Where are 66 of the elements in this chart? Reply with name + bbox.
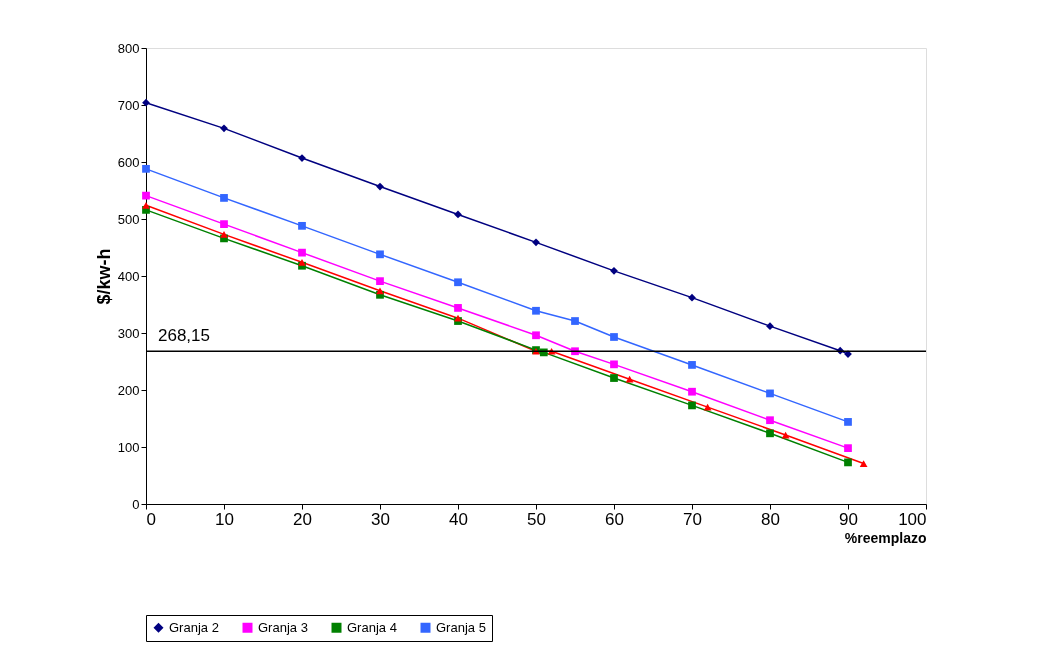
x-tick-label: 50 bbox=[527, 509, 546, 529]
point bbox=[688, 361, 696, 369]
point bbox=[454, 278, 462, 287]
point bbox=[454, 304, 462, 312]
y-tick-label: 500 bbox=[117, 211, 140, 227]
point bbox=[610, 360, 618, 369]
point bbox=[142, 201, 150, 209]
point bbox=[142, 164, 150, 173]
x-tick-label: 30 bbox=[371, 509, 390, 529]
point bbox=[844, 418, 852, 426]
point bbox=[571, 317, 579, 325]
x-tick-label: 100 bbox=[898, 509, 927, 529]
point bbox=[142, 191, 150, 200]
x-tick-label: 90 bbox=[839, 509, 858, 529]
point bbox=[844, 444, 852, 453]
point bbox=[766, 429, 774, 438]
y-tick-label: 300 bbox=[117, 325, 140, 341]
y-tick-label: 800 bbox=[117, 40, 140, 56]
point bbox=[220, 194, 228, 202]
legend-label: Granja 2 bbox=[169, 619, 219, 635]
point bbox=[766, 389, 774, 398]
x-tick-label: 20 bbox=[293, 509, 312, 529]
y-tick-label: 0 bbox=[132, 496, 140, 512]
y-tick-label: 600 bbox=[117, 154, 140, 170]
point bbox=[142, 98, 150, 107]
x-tick-label: 60 bbox=[605, 509, 624, 529]
point bbox=[298, 258, 306, 266]
y-tick-label: 400 bbox=[117, 268, 140, 284]
point bbox=[376, 277, 384, 285]
point bbox=[298, 221, 306, 230]
point bbox=[376, 250, 384, 259]
y-axis-title: $/kw-h bbox=[93, 248, 114, 305]
point bbox=[625, 375, 634, 383]
point bbox=[220, 231, 228, 238]
point bbox=[688, 387, 696, 396]
y-tick-label: 200 bbox=[117, 382, 140, 398]
point bbox=[532, 331, 540, 340]
point bbox=[610, 374, 618, 382]
point bbox=[532, 238, 540, 247]
x-tick-label: 80 bbox=[761, 509, 780, 529]
x-axis-title: %reemplazo bbox=[844, 529, 927, 546]
x-tick-label: 10 bbox=[215, 509, 234, 529]
x-tick-label: 40 bbox=[449, 509, 468, 529]
point bbox=[688, 401, 696, 410]
x-tick-label: 70 bbox=[683, 509, 702, 529]
point bbox=[766, 322, 774, 331]
y-tick-label: 100 bbox=[117, 439, 140, 455]
point bbox=[376, 182, 384, 191]
point bbox=[220, 124, 228, 133]
ref-line-label: 268,15 bbox=[158, 326, 210, 346]
x-tick-label: 0 bbox=[146, 509, 156, 529]
point bbox=[844, 458, 852, 467]
point bbox=[454, 210, 462, 219]
legend-label: Granja 4 bbox=[347, 619, 397, 635]
legend-label: Granja 5 bbox=[436, 619, 486, 635]
point bbox=[376, 287, 384, 295]
point bbox=[220, 220, 228, 228]
point bbox=[610, 267, 618, 275]
point bbox=[688, 293, 696, 302]
y-tick-label: 700 bbox=[117, 97, 140, 113]
legend-label: Granja 3 bbox=[258, 619, 308, 635]
point bbox=[610, 333, 618, 341]
point bbox=[532, 306, 540, 315]
point bbox=[766, 416, 774, 425]
point bbox=[298, 248, 306, 257]
point bbox=[859, 460, 868, 467]
